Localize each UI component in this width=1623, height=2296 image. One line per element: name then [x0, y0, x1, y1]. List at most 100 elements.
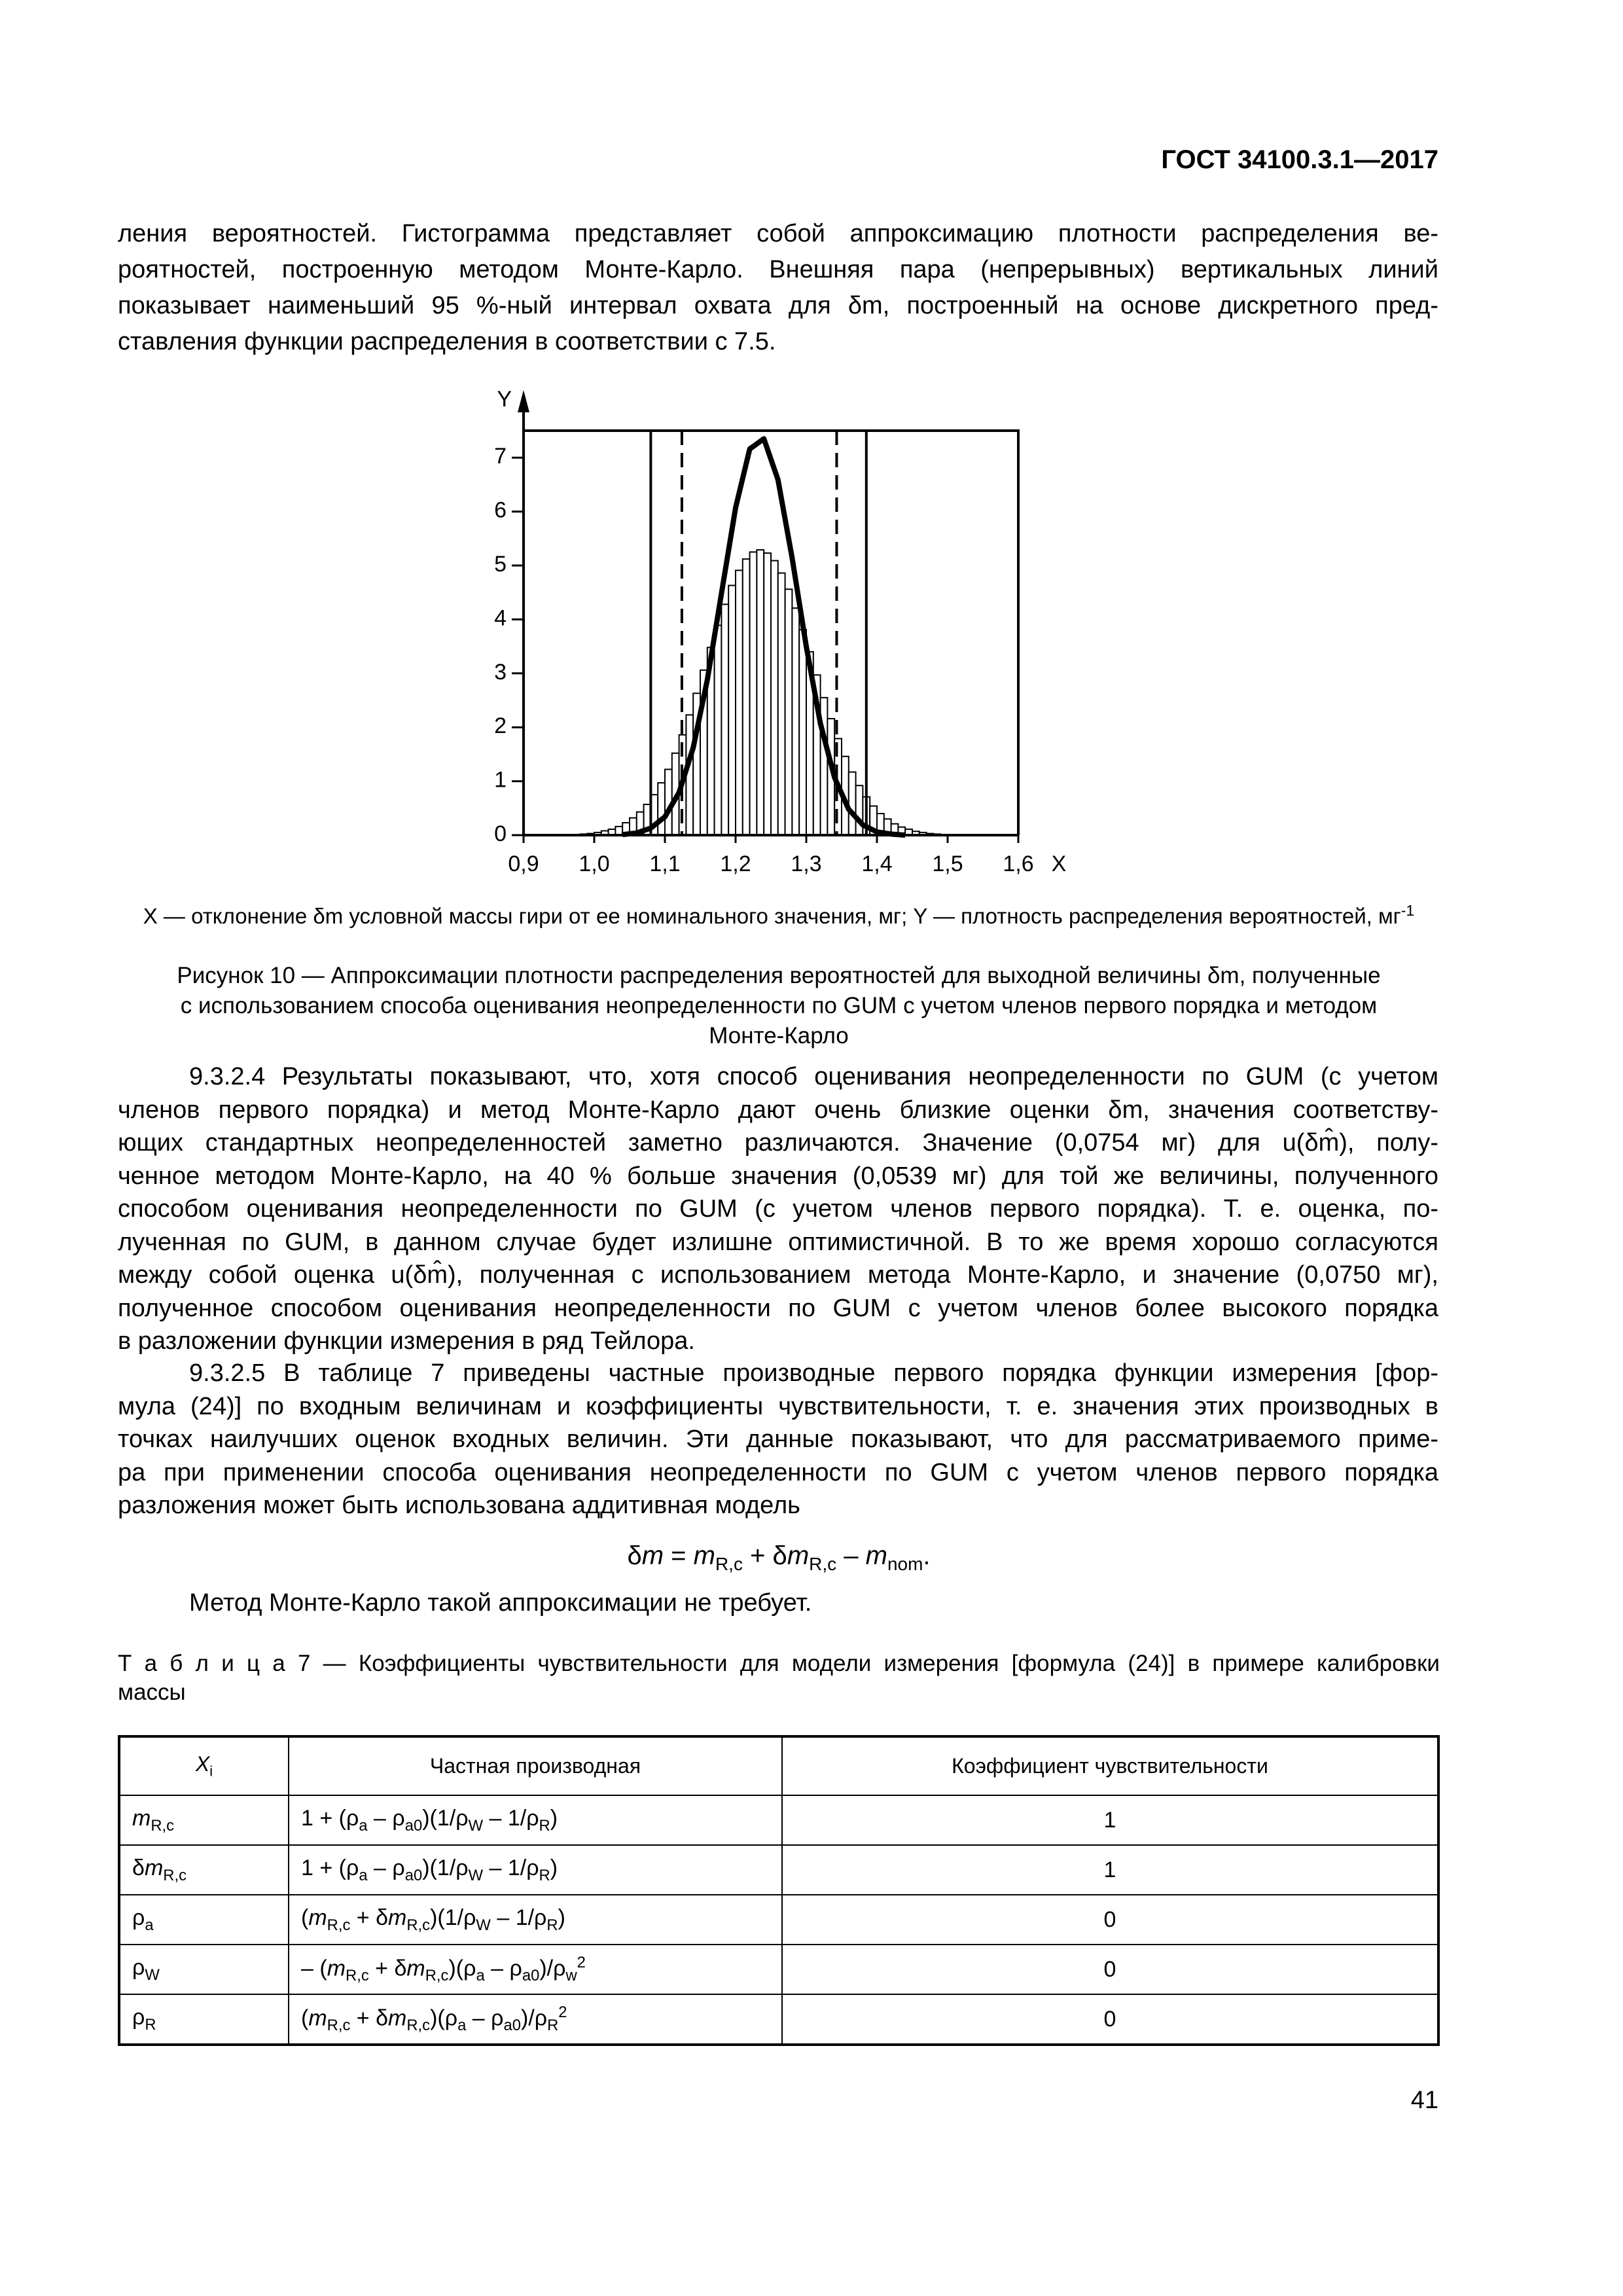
table-caption: Т а б л и ц а 7 — Коэффициенты чувствите… — [118, 1649, 1440, 1707]
text: )/ρ — [539, 1956, 566, 1981]
text: ) — [550, 1855, 558, 1880]
table-cell: 1 + (ρa – ρa0)(1/ρW – 1/ρR) — [288, 1844, 783, 1895]
subscript: R,c — [151, 1816, 175, 1835]
density-curve — [622, 436, 906, 838]
y-tick-label: 0 — [494, 821, 507, 846]
histogram-bar — [770, 560, 779, 836]
text: )(1/ρ — [422, 1805, 469, 1831]
subscript: R,c — [346, 1967, 369, 1985]
table-cell: – (mR,c + δmR,c)(ρa – ρa0)/ρw2 — [288, 1944, 783, 1995]
subscript: R,c — [715, 1554, 743, 1574]
header-cell: Частная производная — [288, 1736, 783, 1796]
text: 1 — [1103, 1807, 1116, 1833]
table-row: ρR (mR,c + δmR,c)(ρa – ρa0)/ρR2 0 — [118, 1994, 1439, 2045]
table-cell: δmR,c — [118, 1844, 289, 1895]
text: + δ — [368, 1956, 407, 1981]
text: 0 — [1103, 1956, 1116, 1982]
italic-text: m — [865, 1541, 887, 1570]
subscript: W — [476, 1916, 491, 1934]
text-line: способом оценивания неопределенности по … — [118, 1195, 1438, 1223]
italic-text: m — [388, 2005, 407, 2031]
text-line: 9.3.2.5 В таблице 7 приведены частные пр… — [189, 1359, 1438, 1387]
text-line: мула (24)] по входным величинам и коэффи… — [118, 1392, 1438, 1420]
superscript: 2 — [558, 2003, 567, 2021]
histogram-bar — [784, 588, 793, 836]
text: – — [836, 1541, 866, 1570]
text: 1 — [1103, 1857, 1116, 1882]
text-line: между собой оценка u(δm̂), полученная с … — [118, 1261, 1438, 1289]
subscript: w — [565, 1967, 577, 1985]
text: 1 + (ρ — [301, 1855, 359, 1880]
text: . — [923, 1541, 931, 1570]
text-line: 9.3.2.4 Результаты показывают, что, хотя… — [189, 1063, 1438, 1090]
figure-chart: Y X 0 1 2 3 4 5 6 7 0,9 1,0 1,1 1,2 1,3 1,4 1,5 1,6 — [494, 387, 1067, 876]
text-line: Т а б л и ц а 7 — Коэффициенты чувствите… — [118, 1651, 1440, 1676]
text: – 1/ρ — [483, 1855, 539, 1880]
x-tick-label: 1,4 — [861, 852, 892, 876]
subscript: R,c — [809, 1554, 837, 1574]
text: δ — [627, 1541, 642, 1570]
text: + δ — [350, 1905, 389, 1930]
table-row: mR,c 1 + (ρa – ρa0)(1/ρW – 1/ρR) 1 — [118, 1795, 1439, 1846]
y-tick-label: 2 — [494, 713, 507, 738]
text-line: членов первого порядка) и метод Монте-Ка… — [118, 1096, 1438, 1124]
table-cell: ρR — [118, 1994, 289, 2045]
subscript: a — [476, 1967, 485, 1985]
x-tick-label: 1,1 — [649, 852, 680, 876]
text: ρ — [132, 1905, 145, 1930]
text: – ρ — [484, 1956, 522, 1981]
histogram-bar — [713, 624, 722, 836]
subscript: a0 — [404, 1816, 423, 1835]
text-line: лученная по GUM, в данном случае будет и… — [118, 1228, 1438, 1256]
subscript: R — [546, 1916, 558, 1934]
table-cell: (mR,c + δmR,c)(ρa – ρa0)/ρR2 — [288, 1994, 783, 2045]
table-cell: (mR,c + δmR,c)(1/ρW – 1/ρR) — [288, 1894, 783, 1945]
note-sup: -1 — [1400, 902, 1415, 919]
histogram-bar — [777, 572, 786, 836]
text-line: ра при применении способа оценивания нео… — [118, 1458, 1438, 1486]
subscript: a — [359, 1866, 368, 1884]
subscript: a — [359, 1816, 368, 1835]
paragraph: Метод Монте-Карло такой аппроксимации не… — [189, 1589, 812, 1617]
text: 0 — [1103, 2006, 1116, 2032]
text: – 1/ρ — [490, 1905, 547, 1930]
table-cell: 1 + (ρa – ρa0)(1/ρW – 1/ρR) — [288, 1795, 783, 1846]
subscript: W — [468, 1866, 484, 1884]
x-tick-label: 1,2 — [720, 852, 751, 876]
subscript: a — [145, 1916, 154, 1934]
page-number: 41 — [1410, 2087, 1438, 2114]
y-tick-label: 3 — [494, 660, 507, 685]
text-line: ставления функции распределения в соотве… — [118, 328, 776, 355]
italic-text: m — [388, 1905, 407, 1930]
subscript: W — [468, 1816, 484, 1835]
x-axis-label: X — [1052, 852, 1067, 876]
header-cell: Коэффициент чувствительности — [781, 1736, 1439, 1796]
subscript: R — [539, 1816, 550, 1835]
table-row: ρW – (mR,c + δmR,c)(ρa – ρa0)/ρw2 0 — [118, 1944, 1439, 1995]
text-line: Монте-Карло — [709, 1023, 849, 1049]
subscript: nom — [887, 1554, 923, 1574]
x-tick-label: 1,5 — [932, 852, 963, 876]
y-tick-label: 1 — [494, 768, 507, 793]
text-line: разложения может быть использована аддит… — [118, 1492, 800, 1519]
table-cell: mR,c — [118, 1795, 289, 1846]
histogram-bar — [756, 549, 765, 836]
text: Коэффициент чувствительности — [952, 1754, 1268, 1778]
x-tick-label: 0,9 — [508, 852, 539, 876]
paragraph: 9.3.2.5 В таблице 7 приведены частные пр… — [118, 1357, 1438, 1522]
y-axis-arrow — [518, 390, 529, 412]
subscript: W — [145, 1965, 160, 1984]
subscript: R,c — [425, 1967, 449, 1985]
text: )/ρ — [520, 2005, 548, 2031]
italic-text: m — [693, 1541, 715, 1570]
plot-frame — [524, 429, 1020, 835]
doc-id: ГОСТ 34100.3.1—2017 — [1161, 145, 1438, 174]
table-row: δmR,c 1 + (ρa – ρa0)(1/ρW – 1/ρR) 1 — [118, 1844, 1439, 1895]
table-header: Xi Частная производная Коэффициент чувстви… — [118, 1736, 1439, 1796]
histogram-bar — [855, 785, 864, 836]
text-line: ченное методом Монте-Карло, на 40 % боль… — [118, 1162, 1438, 1190]
text-line: показывает наименьший 95 %-ный интервал … — [118, 292, 1438, 319]
text: + δ — [350, 2005, 389, 2031]
table-cell: 1 — [781, 1844, 1439, 1895]
italic-text: m — [641, 1541, 664, 1570]
